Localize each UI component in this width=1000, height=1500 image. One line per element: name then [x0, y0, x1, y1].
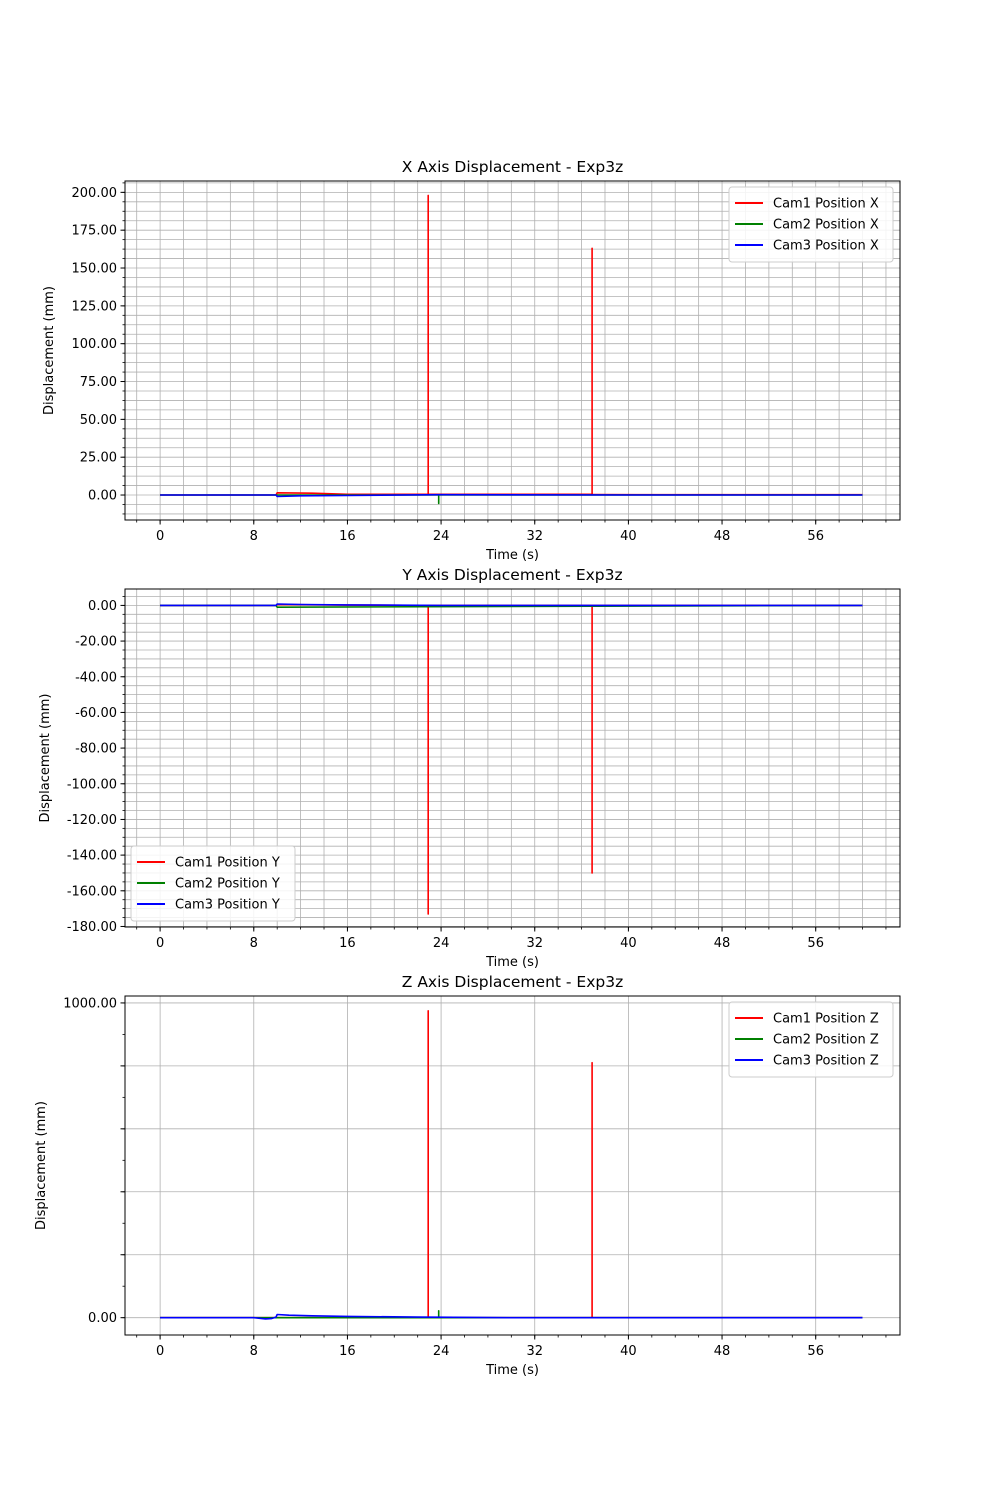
y-tick-label: -120.00: [67, 813, 117, 828]
x-tick-label: 16: [339, 936, 356, 951]
y-tick-label: -20.00: [75, 635, 117, 650]
x-tick-label: 8: [250, 936, 258, 951]
y-tick-label: 1000.00: [63, 996, 117, 1011]
chart-title: Y Axis Displacement - Exp3z: [401, 566, 622, 584]
y-tick-label: 175.00: [72, 224, 118, 239]
x-tick-label: 48: [714, 1344, 731, 1359]
y-tick-label: -160.00: [67, 884, 117, 899]
series-line-3: [160, 603, 863, 607]
legend: Cam1 Position Y Cam2 Position Y Cam3 Posit…: [130, 845, 296, 922]
y-tick-label: -100.00: [67, 777, 117, 792]
x-tick-label: 0: [156, 936, 164, 951]
grid: [125, 589, 900, 927]
y-tick-label: 0.00: [88, 599, 117, 614]
chart-panel-3: 0 8 16 24 32 40 48 56 0.00 1000.00 Z Axis Displace…: [34, 973, 901, 1378]
y-tick-label: -140.00: [67, 849, 117, 864]
y-tick-label: 50.00: [80, 413, 117, 428]
y-tick-label: 75.00: [80, 375, 117, 390]
x-tick-label: 32: [526, 936, 543, 951]
x-tick-label: 56: [807, 936, 824, 951]
series-group: [160, 603, 863, 915]
series-group: [160, 1009, 863, 1320]
series-line-3: [160, 1313, 863, 1320]
ticks: 0 8 16 24 32 40 48 56 0.00 25.00 50.00 75.00 100.00 1…: [72, 182, 887, 544]
x-tick-label: 56: [807, 1344, 824, 1359]
y-tick-label: 125.00: [72, 299, 118, 314]
x-tick-label: 40: [620, 936, 637, 951]
x-axis-label: Time (s): [485, 548, 539, 563]
x-tick-label: 40: [620, 529, 637, 544]
legend-label: Cam2 Position Y: [175, 877, 280, 892]
x-axis-label: Time (s): [485, 1363, 539, 1378]
legend-label: Cam1 Position Z: [773, 1012, 879, 1027]
ticks: 0 8 16 24 32 40 48 56 0.00 1000.00: [63, 996, 887, 1359]
y-tick-label: 100.00: [72, 337, 118, 352]
y-axis-label: Displacement (mm): [38, 694, 53, 823]
plot-frame: [124, 588, 901, 928]
x-tick-label: 8: [250, 1344, 258, 1359]
legend-box: [728, 186, 894, 263]
legend-box: [130, 845, 296, 922]
y-tick-label: 25.00: [80, 451, 117, 466]
chart-panel-2: 0 8 16 24 32 40 48 56 0.00 -20.00 -40.00 -60.00 -80.…: [38, 566, 901, 970]
legend-label: Cam2 Position X: [773, 218, 879, 233]
legend-label: Cam2 Position Z: [773, 1033, 879, 1048]
y-axis-label: Displacement (mm): [34, 1101, 49, 1230]
plot-frame: [124, 995, 901, 1336]
y-tick-label: -80.00: [75, 742, 117, 757]
series-group: [160, 194, 863, 505]
x-tick-label: 24: [433, 529, 450, 544]
grid: [125, 996, 900, 1335]
y-tick-label: 0.00: [88, 489, 117, 504]
y-tick-label: 150.00: [72, 262, 118, 277]
legend: Cam1 Position Z Cam2 Position Z Cam3 Posit…: [728, 1001, 894, 1078]
x-tick-label: 8: [250, 529, 258, 544]
x-tick-label: 48: [714, 936, 731, 951]
legend-box: [728, 1001, 894, 1078]
x-axis-label: Time (s): [485, 955, 539, 970]
legend-label: Cam3 Position Y: [175, 898, 280, 913]
chart-title: X Axis Displacement - Exp3z: [402, 158, 623, 176]
y-tick-label: -180.00: [67, 920, 117, 935]
x-tick-label: 48: [714, 529, 731, 544]
ticks: 0 8 16 24 32 40 48 56 0.00 -20.00 -40.00 -60.00 -80.…: [67, 596, 887, 951]
x-tick-label: 40: [620, 1344, 637, 1359]
y-tick-label: -40.00: [75, 670, 117, 685]
chart-panel-1: 0 8 16 24 32 40 48 56 0.00 25.00 50.00 75.00 100.00 1…: [42, 158, 901, 563]
y-tick-label: 0.00: [88, 1311, 117, 1326]
grid: [125, 181, 900, 520]
legend-label: Cam1 Position Y: [175, 856, 280, 871]
legend-label: Cam1 Position X: [773, 197, 879, 212]
x-tick-label: 0: [156, 1344, 164, 1359]
y-axis-label: Displacement (mm): [42, 286, 57, 415]
x-tick-label: 16: [339, 1344, 356, 1359]
x-tick-label: 56: [807, 529, 824, 544]
chart-title: Z Axis Displacement - Exp3z: [402, 973, 623, 991]
x-tick-label: 16: [339, 529, 356, 544]
x-tick-label: 0: [156, 529, 164, 544]
x-tick-label: 24: [433, 936, 450, 951]
plot-frame: [124, 180, 901, 521]
x-tick-label: 24: [433, 1344, 450, 1359]
series-line-2: [160, 1310, 863, 1319]
series-line-3: [160, 493, 863, 498]
x-tick-label: 32: [526, 529, 543, 544]
legend: Cam1 Position X Cam2 Position X Cam3 Posit…: [728, 186, 894, 263]
x-tick-label: 32: [526, 1344, 543, 1359]
legend-label: Cam3 Position X: [773, 239, 879, 254]
y-tick-label: -60.00: [75, 706, 117, 721]
y-tick-label: 200.00: [72, 186, 118, 201]
legend-label: Cam3 Position Z: [773, 1054, 879, 1069]
